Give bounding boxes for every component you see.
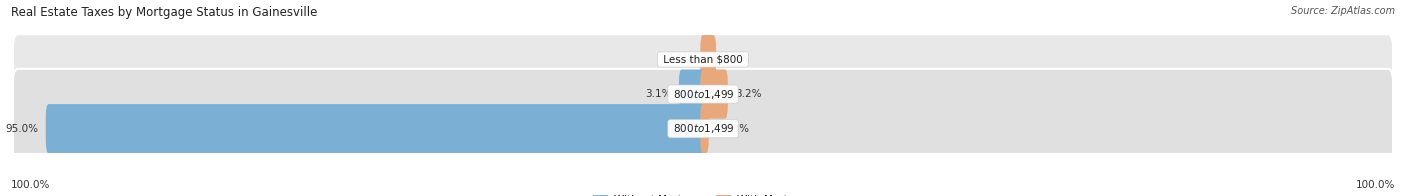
FancyBboxPatch shape: [700, 70, 728, 119]
Text: 100.0%: 100.0%: [11, 180, 51, 190]
Text: 0.43%: 0.43%: [716, 124, 749, 134]
Text: Less than $800: Less than $800: [659, 54, 747, 64]
Text: 0.0%: 0.0%: [666, 54, 693, 64]
FancyBboxPatch shape: [46, 104, 706, 153]
Text: $800 to $1,499: $800 to $1,499: [671, 88, 735, 101]
Text: 100.0%: 100.0%: [1355, 180, 1395, 190]
Text: 1.5%: 1.5%: [724, 54, 751, 64]
Text: $800 to $1,499: $800 to $1,499: [671, 122, 735, 135]
FancyBboxPatch shape: [13, 69, 1393, 189]
Text: 95.0%: 95.0%: [6, 124, 38, 134]
FancyBboxPatch shape: [700, 35, 716, 84]
Legend: Without Mortgage, With Mortgage: Without Mortgage, With Mortgage: [589, 191, 817, 196]
Text: Real Estate Taxes by Mortgage Status in Gainesville: Real Estate Taxes by Mortgage Status in …: [11, 6, 318, 19]
FancyBboxPatch shape: [13, 0, 1393, 119]
Text: Source: ZipAtlas.com: Source: ZipAtlas.com: [1291, 6, 1395, 16]
FancyBboxPatch shape: [700, 104, 709, 153]
Text: 3.1%: 3.1%: [645, 89, 671, 99]
FancyBboxPatch shape: [679, 70, 706, 119]
Text: 3.2%: 3.2%: [735, 89, 762, 99]
FancyBboxPatch shape: [13, 34, 1393, 154]
